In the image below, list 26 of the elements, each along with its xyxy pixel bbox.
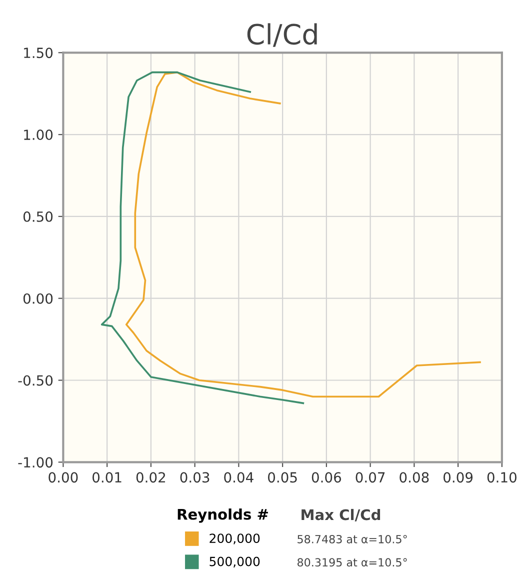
y-tick-label: 1.00 xyxy=(24,130,53,140)
x-tick-label: 0.09 xyxy=(444,472,473,483)
text: 58.7483 at α=10.5° xyxy=(298,534,407,544)
y-tick-label: 0.00 xyxy=(23,293,53,304)
y-tick-label: 0.50 xyxy=(23,211,53,222)
line-series xyxy=(100,71,304,404)
text: 80.3195 at α=10.5° xyxy=(298,558,407,567)
x-tick-label: 0.01 xyxy=(92,472,122,483)
x-tick-label: 0.10 xyxy=(487,472,516,483)
y-tick-label: -1.00 xyxy=(18,457,53,468)
x-tick-label: 0.06 xyxy=(312,472,342,483)
y-tick-label: 1.50 xyxy=(24,48,53,58)
text: Max Cl/Cd xyxy=(302,508,380,522)
x-tick-label: 0.05 xyxy=(268,472,297,483)
x-tick-label: 0.00 xyxy=(48,472,78,483)
x-tick-label: 0.03 xyxy=(180,472,210,483)
legend-label: 500,000 xyxy=(210,556,260,568)
chart-title: Cl/Cd xyxy=(247,23,317,47)
x-tick-label: 0.08 xyxy=(400,472,429,483)
y-tick-label: -0.50 xyxy=(18,375,53,386)
legend-title: Reynolds # xyxy=(178,508,268,523)
x-tick-label: 0.02 xyxy=(136,472,166,483)
x-tick-label: 0.04 xyxy=(224,472,254,483)
legend-label: 200,000 xyxy=(210,534,260,544)
x-tick-label: 0.07 xyxy=(356,472,385,483)
line-series xyxy=(125,71,481,398)
